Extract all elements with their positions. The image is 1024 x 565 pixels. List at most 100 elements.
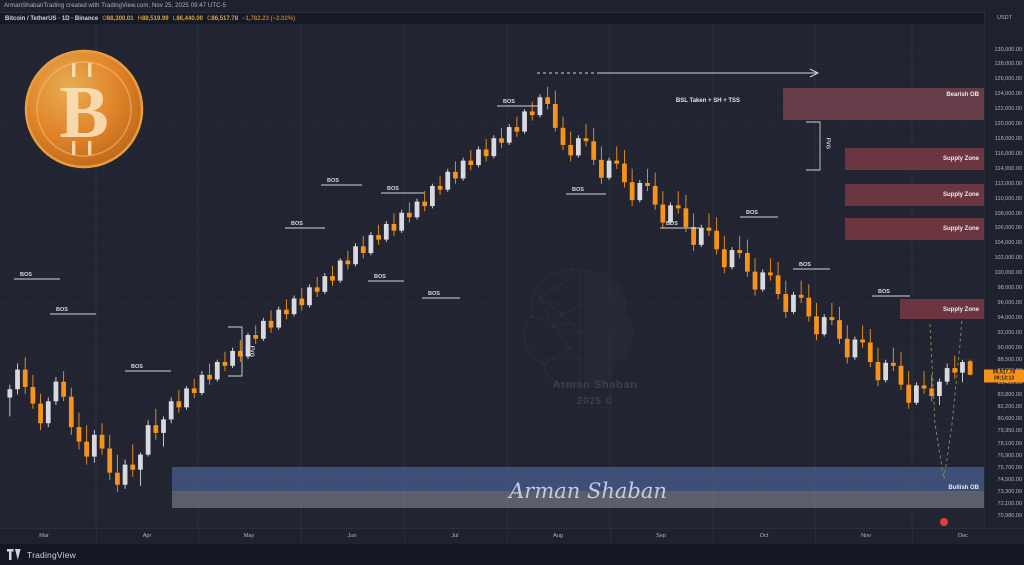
zone-bearish-ob[interactable]	[783, 88, 984, 120]
candle-body	[176, 401, 182, 408]
zone-supply-zone-4[interactable]	[900, 299, 984, 319]
candle-body	[937, 381, 942, 397]
candle-body	[414, 201, 420, 218]
candle-body	[491, 138, 497, 157]
candle-body	[852, 339, 858, 358]
candle-body	[53, 381, 59, 402]
price-tick: 100,000.00	[994, 270, 1022, 277]
candle-body	[91, 434, 97, 457]
bos-label: BOS	[20, 272, 32, 278]
candle-body	[383, 223, 389, 240]
price-tick: 126,000.00	[994, 76, 1022, 83]
watermark-year: 2025 ©	[577, 396, 613, 407]
credit-text: ArmanShabanTrading created with TradingV…	[4, 3, 227, 9]
candle-body	[45, 401, 51, 424]
zone-supply-zone-3[interactable]	[845, 218, 984, 240]
time-axis-divider	[96, 529, 97, 545]
candle-body	[368, 235, 374, 254]
price-tick: 92,000.00	[997, 329, 1022, 336]
fvg-bracket	[228, 326, 243, 377]
candle-body	[691, 226, 696, 245]
zone-demand-band[interactable]	[172, 491, 984, 508]
candle-body	[268, 320, 274, 328]
candle-body	[791, 294, 796, 312]
candle-body	[253, 335, 259, 339]
candle-body	[84, 441, 90, 457]
candle-body	[499, 138, 504, 143]
candle-body	[345, 260, 351, 265]
close-number: 86,517.78	[211, 15, 239, 22]
candle-body	[168, 401, 174, 420]
zone-label-supply-zone-1: Supply Zone	[943, 156, 979, 162]
candle-body	[353, 246, 358, 265]
candle-body	[7, 389, 13, 398]
price-axis[interactable]: 86,517.78 09:13:13 130,000.00 128,000.00 1…	[984, 24, 1024, 528]
candle-body	[591, 141, 597, 160]
zone-supply-zone-1[interactable]	[845, 148, 984, 170]
tradingview-label: TradingView	[27, 549, 76, 560]
candle-body	[599, 159, 604, 178]
candle-body	[30, 386, 36, 404]
zone-supply-zone-2[interactable]	[845, 184, 984, 206]
zone-bullish-ob[interactable]	[172, 467, 984, 491]
candle-body	[406, 212, 412, 218]
candle-body	[429, 185, 435, 207]
candle-body	[284, 309, 289, 315]
fvg-label: FVG	[248, 345, 255, 357]
time-tick: Aug	[553, 533, 563, 539]
time-axis[interactable]: Mar Apr May Jun Jul Aug Sep Oct Nov Dec	[0, 528, 1024, 545]
candle-body	[783, 294, 789, 312]
candle-body	[944, 368, 950, 382]
candle-body	[660, 204, 666, 223]
candle-body	[130, 464, 136, 470]
candle-body	[514, 127, 520, 132]
price-tick: 90,000.00	[997, 344, 1022, 351]
candle-body	[468, 160, 474, 166]
bos-label: BOS	[746, 210, 758, 216]
fvg-label: FVG	[824, 137, 831, 149]
candle-body	[422, 201, 428, 207]
price-tick: 116,000.00	[994, 150, 1022, 157]
time-axis-divider	[713, 529, 714, 545]
price-tick: 80,600.00	[997, 416, 1022, 423]
candle-body	[668, 205, 673, 223]
time-axis-divider	[912, 529, 913, 545]
time-tick: Mar	[39, 533, 49, 539]
time-axis-divider	[198, 529, 199, 545]
price-tick: 128,000.00	[994, 61, 1022, 68]
candle-body	[122, 464, 128, 485]
time-tick: Sep	[656, 533, 666, 539]
close-key: C	[207, 15, 212, 22]
price-chart-canvas[interactable]: B Arman Shaban 2025 © Arman Shaban BTC/	[0, 24, 984, 528]
candle-body	[575, 138, 581, 156]
bos-label: BOS	[291, 221, 303, 227]
candle-body	[237, 350, 243, 357]
symbol-label[interactable]: Bitcoin / TetherUS · 1D · Binance	[5, 15, 99, 22]
price-tick: 114,000.00	[994, 165, 1022, 172]
open-key: O	[102, 15, 107, 22]
price-tick: 108,000.00	[994, 210, 1022, 217]
watermark-name: Arman Shaban	[552, 379, 638, 391]
tradingview-logo-icon	[7, 549, 21, 560]
open-value: O88,300.01	[102, 16, 133, 22]
high-number: 88,519.99	[141, 15, 169, 22]
current-price-marker: 86,517.78 09:13:13	[984, 369, 1024, 383]
bos-label: BOS	[387, 186, 399, 192]
candle-body	[291, 298, 297, 315]
price-tick: 85,400.00	[997, 380, 1022, 387]
time-tick: Jul	[451, 533, 459, 539]
candle-body	[906, 384, 912, 403]
zone-label-supply-zone-3: Supply Zone	[943, 226, 979, 232]
price-tick: 102,000.00	[994, 255, 1022, 262]
bos-label: BOS	[572, 187, 584, 193]
low-key: L	[172, 15, 177, 22]
candle-body	[260, 320, 266, 339]
candle-body	[153, 425, 159, 433]
candle-body	[38, 403, 43, 424]
bos-label: BOS	[428, 291, 440, 297]
price-tick: 130,000.00	[994, 46, 1022, 53]
candle-body	[107, 448, 113, 473]
target-marker-icon[interactable]	[940, 518, 948, 526]
candle-body	[913, 385, 919, 403]
bsl-arrow-head-icon	[809, 68, 820, 78]
